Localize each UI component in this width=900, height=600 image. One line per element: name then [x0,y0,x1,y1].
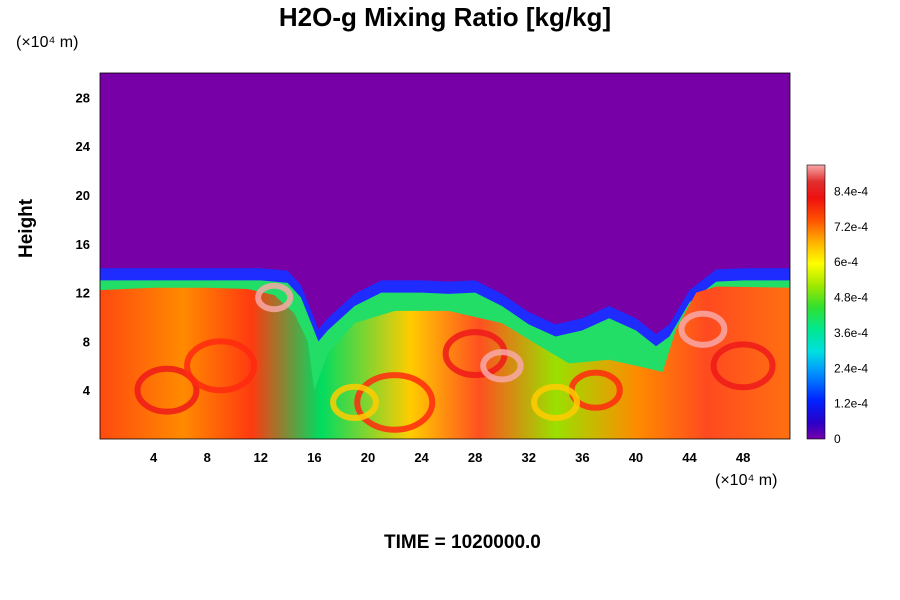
x-axis-ticks: 4 8 12 16 20 24 28 32 36 40 44 48 [150,450,750,465]
swirl-11 [531,383,580,422]
colorbar-label: 2.4e-4 [834,361,868,375]
chart-title: H2O-g Mixing Ratio [kg/kg] [278,2,612,32]
y-unit-label: (×10⁴ m) [16,34,79,51]
colorbar-label: 4.8e-4 [834,291,868,305]
y-axis-label: Height [16,198,37,258]
x-tick-label: 36 [575,450,589,465]
x-tick-label: 20 [361,450,375,465]
colorbar-labels: 0 1.2e-4 2.4e-4 3.6e-4 4.8e-4 6e-4 7.2e-4 8.4e-… [834,185,868,446]
y-tick-label: 24 [76,139,91,154]
colorbar-label: 1.2e-4 [834,397,868,411]
y-axis-ticks: 4 8 12 16 20 24 28 [76,90,91,398]
swirl-10 [330,383,380,422]
x-tick-label: 40 [629,450,643,465]
swirl-6 [480,349,524,383]
plot-frame [99,72,791,440]
colorbar-label: 3.6e-4 [834,326,868,340]
swirl-1 [134,365,200,415]
swirl-features [134,282,776,433]
y-tick-label: 12 [76,286,90,301]
colorbar-label: 6e-4 [834,255,858,269]
y-tick-label: 16 [76,237,90,252]
swirl-8 [678,310,728,348]
colorbar [806,164,826,440]
x-tick-label: 32 [522,450,536,465]
x-tick-label: 24 [414,450,429,465]
time-label: TIME = 1020000.0 [384,532,541,553]
y-tick-label: 28 [76,90,90,105]
y-tick-label: 20 [76,188,90,203]
y-tick-label: 8 [83,334,90,349]
colorbar-label: 7.2e-4 [834,220,868,234]
swirl-2 [184,338,258,394]
x-tick-label: 8 [204,450,211,465]
x-tick-label: 12 [254,450,268,465]
swirl-4 [354,372,436,433]
plot-area [100,73,790,439]
x-tick-label: 48 [736,450,750,465]
swirl-9 [710,341,776,391]
x-tick-label: 28 [468,450,482,465]
colorbar-label: 8.4e-4 [834,185,868,199]
colorbar-label: 0 [834,432,841,446]
x-tick-label: 16 [307,450,321,465]
x-tick-label: 44 [682,450,697,465]
y-tick-label: 4 [83,383,91,398]
x-tick-label: 4 [150,450,158,465]
swirl-3 [255,282,294,313]
x-unit-label: (×10⁴ m) [715,472,778,489]
